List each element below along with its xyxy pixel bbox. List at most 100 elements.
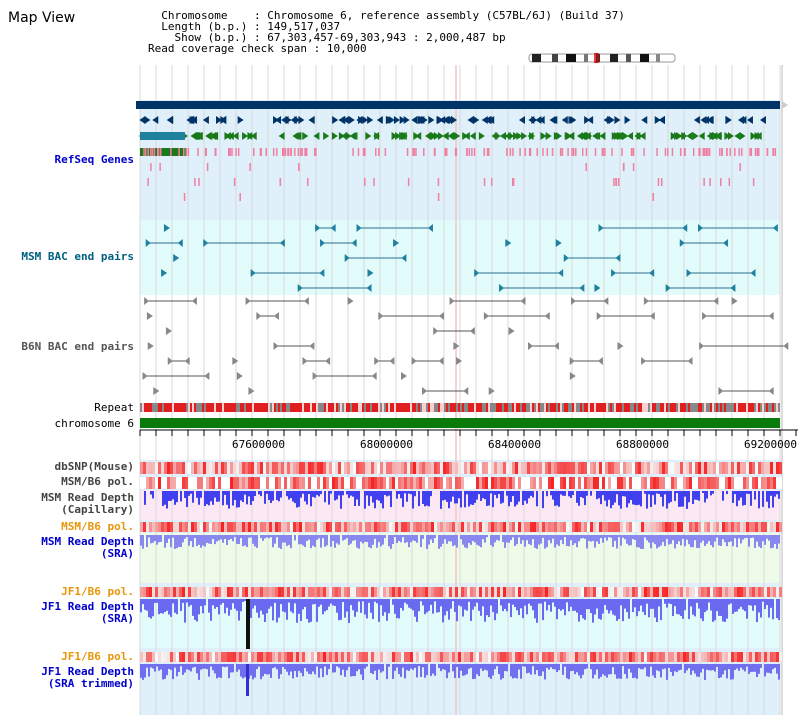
heat-cell — [230, 652, 233, 662]
heat-cell — [425, 587, 428, 597]
axis-tick-label: 68800000 — [616, 438, 669, 451]
depth-bar — [264, 491, 266, 504]
depth-bar — [230, 599, 232, 610]
heat-cell — [485, 587, 488, 597]
heat-cell — [641, 652, 644, 662]
repeat-segment — [564, 403, 566, 412]
repeat-segment — [382, 403, 384, 412]
depth-bar — [270, 491, 272, 504]
repeat-segment — [332, 403, 334, 412]
depth-bar — [314, 535, 316, 548]
depth-bar — [194, 535, 196, 539]
depth-bar — [188, 535, 190, 546]
depth-bar — [330, 535, 332, 547]
depth-bar — [612, 599, 614, 615]
heat-cell — [167, 522, 170, 532]
repeat-segment — [730, 403, 732, 412]
gene-arrow — [292, 132, 299, 140]
repeat-segment — [606, 403, 608, 412]
repeat-segment — [724, 403, 726, 412]
depth-bar — [678, 664, 680, 671]
depth-bar — [374, 664, 376, 671]
repeat-segment — [722, 403, 724, 412]
depth-bar — [650, 535, 652, 549]
heat-cell — [164, 462, 167, 474]
heat-cell — [593, 522, 596, 532]
heat-cell — [287, 522, 290, 532]
repeat-segment — [496, 403, 498, 412]
depth-bar — [392, 535, 394, 545]
depth-bar — [296, 599, 298, 623]
depth-bar — [602, 664, 604, 675]
heat-cell — [239, 462, 242, 474]
heat-cell — [344, 477, 347, 489]
depth-bar — [178, 664, 180, 672]
heat-cell — [485, 462, 488, 474]
heat-cell — [635, 462, 638, 474]
depth-bar — [540, 664, 542, 676]
depth-bar — [452, 664, 454, 672]
depth-bar — [694, 664, 696, 674]
heat-cell — [200, 652, 203, 662]
depth-bar — [506, 599, 508, 612]
depth-bar — [688, 491, 690, 503]
gene-arrow — [616, 132, 623, 140]
depth-bar — [586, 491, 588, 496]
depth-bar — [576, 599, 578, 613]
depth-bar — [656, 491, 658, 494]
gene-arrow — [358, 116, 365, 124]
depth-bar — [388, 664, 390, 667]
depth-bar — [770, 535, 772, 549]
bac-end-arrow — [367, 269, 374, 277]
depth-bar — [734, 535, 736, 539]
bac-end-arrow — [772, 224, 778, 232]
depth-bar — [256, 664, 258, 670]
depth-bar — [652, 535, 654, 543]
depth-bar — [624, 535, 626, 540]
depth-bar — [394, 664, 396, 671]
repeat-segment — [180, 403, 182, 412]
heat-cell — [440, 462, 443, 474]
heat-cell — [461, 587, 464, 597]
heat-cell — [629, 587, 632, 597]
depth-bar — [518, 491, 520, 502]
depth-bar — [706, 599, 708, 611]
heat-cell — [647, 477, 650, 489]
heat-cell — [173, 477, 176, 489]
heat-cell — [647, 652, 650, 662]
heat-cell — [149, 462, 152, 474]
heat-cell — [440, 652, 443, 662]
heat-cell — [356, 652, 359, 662]
heat-cell — [455, 477, 458, 489]
gene-arrow — [568, 116, 575, 124]
depth-bar — [528, 664, 530, 673]
heat-cell — [767, 652, 770, 662]
depth-bar — [182, 535, 184, 543]
heat-cell — [647, 522, 650, 532]
heat-cell — [551, 462, 554, 474]
depth-bar — [190, 599, 192, 606]
gene-arrow — [707, 116, 714, 124]
depth-bar — [372, 491, 374, 503]
gene-arrow — [681, 132, 688, 140]
heat-cell — [203, 587, 206, 597]
heat-cell — [317, 652, 320, 662]
heat-cell — [290, 477, 293, 489]
depth-bar — [270, 599, 272, 607]
gene-arrow — [746, 116, 753, 124]
heat-cell — [383, 462, 386, 474]
heat-cell — [158, 462, 161, 474]
repeat-segment — [214, 403, 216, 412]
depth-bar — [230, 535, 232, 539]
repeat-segment — [274, 403, 276, 412]
heat-cell — [557, 652, 560, 662]
chromosome-ideogram-icon[interactable] — [528, 53, 678, 63]
depth-bar — [558, 535, 560, 546]
depth-bar — [646, 664, 648, 677]
depth-bar — [558, 664, 560, 671]
heat-cell — [749, 477, 752, 489]
depth-bar — [626, 599, 628, 613]
repeat-segment — [486, 403, 488, 412]
heat-cell — [515, 477, 518, 489]
depth-bar — [522, 664, 524, 667]
